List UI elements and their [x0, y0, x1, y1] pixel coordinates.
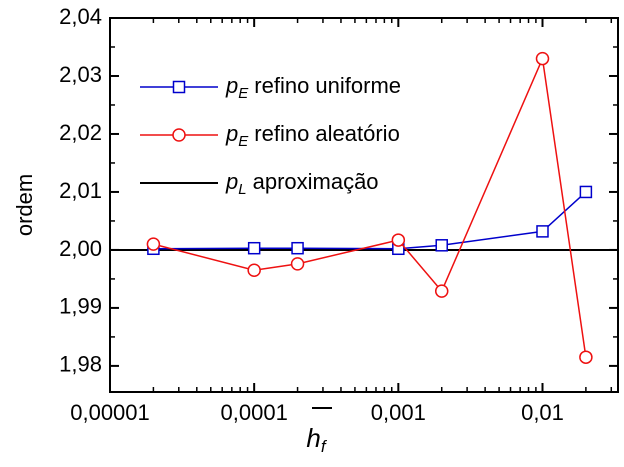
- marker: [290, 257, 305, 271]
- marker: [536, 225, 549, 238]
- legend-marker: [172, 128, 186, 142]
- legend-subscript: E: [238, 85, 249, 102]
- y-axis-label: ordem: [12, 174, 37, 236]
- y-tick-label: 2,04: [59, 4, 102, 29]
- series: [146, 51, 593, 364]
- y-tick-label: 1,98: [59, 352, 102, 377]
- legend-label: aproximação: [253, 169, 379, 194]
- marker: [435, 239, 448, 252]
- x-tick-label: 0,01: [521, 400, 564, 425]
- y-tick-label: 2,00: [59, 236, 102, 261]
- x-tick-label: 0,0001: [221, 400, 288, 425]
- x-label-symbol: h: [306, 423, 320, 453]
- marker: [579, 185, 593, 199]
- legend-symbol: p: [225, 169, 238, 194]
- legend-subscript: L: [238, 181, 246, 198]
- marker: [391, 233, 406, 247]
- legend-symbol: p: [225, 121, 238, 146]
- marker: [247, 263, 261, 277]
- legend-subscript: E: [238, 133, 249, 150]
- series: [147, 185, 593, 256]
- legend-entry: pE refino aleatório: [225, 121, 400, 150]
- x-axis-label: hf: [306, 423, 327, 457]
- x-tick-label: 0,001: [371, 400, 426, 425]
- legend-symbol: p: [225, 73, 238, 98]
- legend-entry: pL aproximação: [225, 169, 379, 198]
- legend-marker: [172, 80, 186, 94]
- marker: [434, 284, 449, 298]
- marker: [247, 241, 261, 255]
- line: [153, 55, 587, 358]
- legend-label: refino uniforme: [254, 73, 401, 98]
- x-tick-label: 0,00001: [70, 400, 150, 425]
- legend-entry: pE refino uniforme: [225, 73, 401, 102]
- y-tick-label: 2,02: [59, 120, 102, 145]
- y-tick-label: 1,99: [59, 294, 102, 319]
- line: [153, 191, 587, 250]
- marker: [579, 350, 593, 364]
- marker: [291, 241, 304, 255]
- plot-frame: [109, 17, 619, 393]
- y-tick-label: 2,03: [59, 62, 102, 87]
- marker: [535, 51, 550, 66]
- x-label-subscript: f: [321, 437, 328, 456]
- marker: [146, 237, 161, 251]
- legend-label: refino aleatório: [254, 121, 400, 146]
- y-tick-label: 2,01: [59, 178, 102, 203]
